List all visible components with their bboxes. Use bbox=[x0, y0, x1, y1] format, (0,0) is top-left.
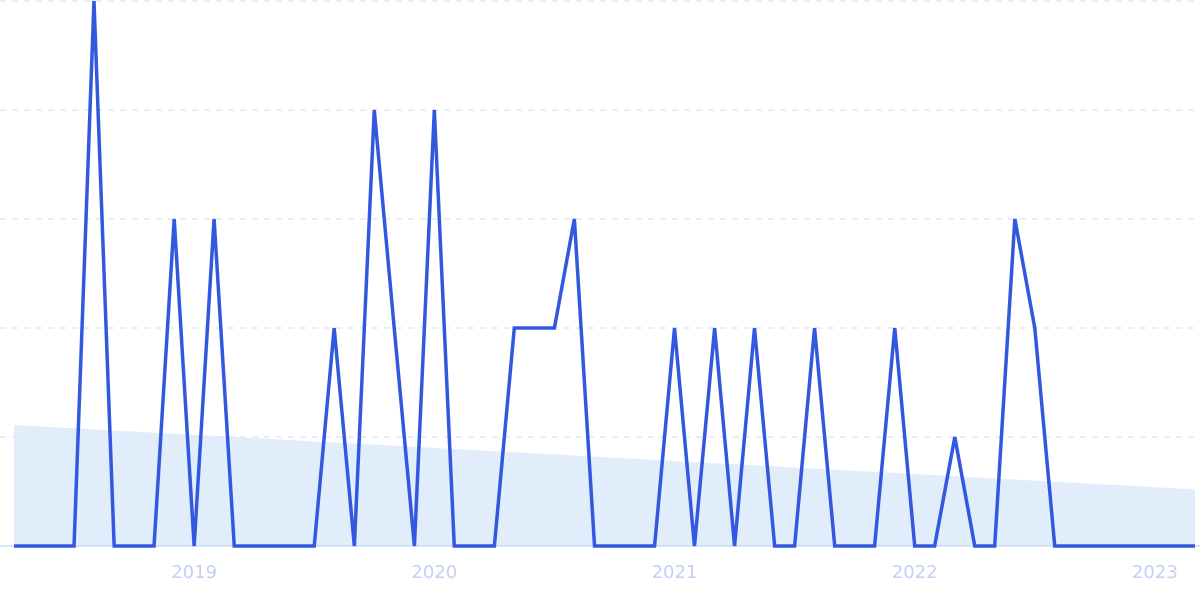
x-tick-label: 2021 bbox=[652, 562, 698, 583]
x-tick-label: 2020 bbox=[411, 562, 457, 583]
x-tick-label: 2019 bbox=[171, 562, 217, 583]
trend-area bbox=[14, 425, 1195, 546]
line bbox=[14, 0, 1195, 548]
x-tick-label: 2022 bbox=[892, 562, 938, 583]
x-tick-label: 2023 bbox=[1132, 562, 1178, 583]
